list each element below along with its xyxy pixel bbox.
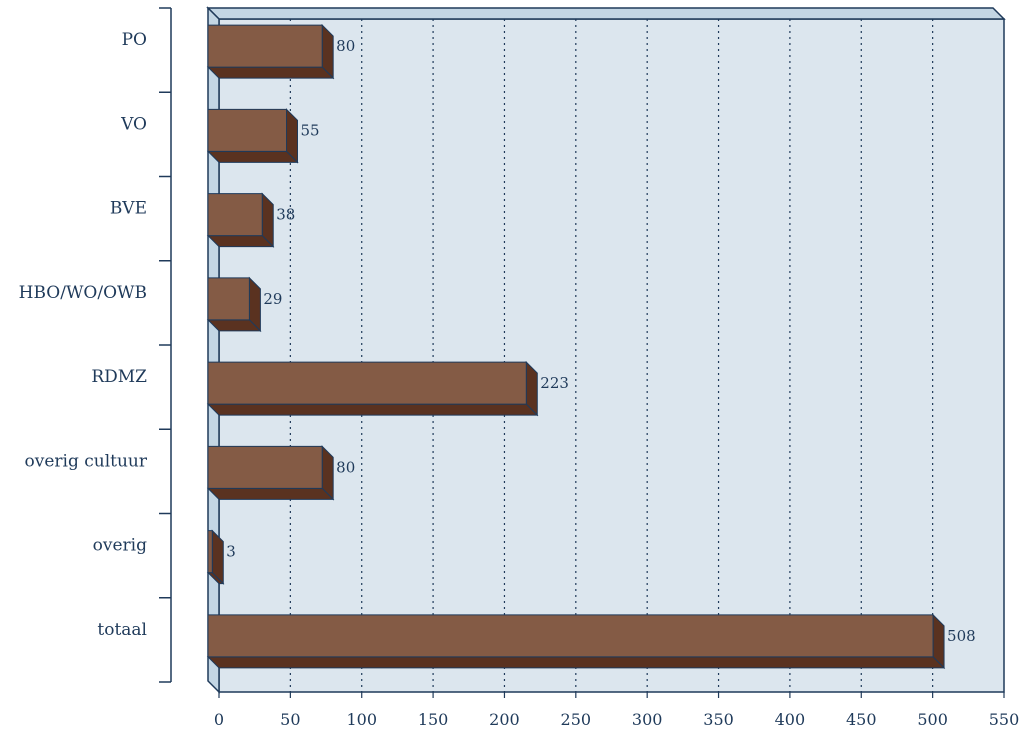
data-label: 3 (226, 543, 236, 561)
bar-bottom (206, 403, 539, 416)
x-tick-label: 300 (632, 710, 663, 729)
data-label: 55 (301, 121, 320, 139)
x-tick-label: 350 (703, 710, 734, 729)
category-label: overig (93, 536, 147, 556)
category-label: overig cultuur (24, 451, 147, 471)
bar (207, 193, 263, 237)
gridlines (289, 19, 934, 692)
x-tick-label: 400 (775, 710, 806, 729)
x-tick-label: 100 (346, 710, 377, 729)
data-label: 508 (947, 627, 976, 645)
bar (207, 108, 287, 152)
plot-background (206, 6, 1006, 694)
bar (207, 24, 323, 68)
bar (207, 614, 934, 658)
bar (207, 530, 213, 574)
x-tick-label: 0 (214, 710, 224, 729)
category-label: HBO/WO/OWB (19, 283, 147, 303)
bars (206, 23, 946, 670)
x-tick-label: 250 (561, 710, 592, 729)
data-label: 80 (336, 37, 355, 55)
bar-bottom (206, 235, 275, 248)
x-tick-label: 50 (280, 710, 300, 729)
labels: 0 50 100 150 200 250 300 350 400 450 500 550 80 PO 55 V… (19, 30, 1020, 729)
category-label: PO (122, 30, 147, 50)
category-label: totaal (97, 620, 147, 640)
category-label: RDMZ (91, 367, 147, 387)
data-label: 223 (540, 374, 569, 392)
x-tick-label: 200 (489, 710, 520, 729)
bar-bottom (206, 66, 335, 79)
bar-bottom (206, 487, 335, 500)
data-label: 38 (276, 206, 295, 224)
bar-bottom (206, 150, 299, 163)
category-label: VO (120, 114, 147, 134)
bar-bottom (206, 656, 946, 669)
x-tick-label: 450 (846, 710, 877, 729)
bar (207, 361, 527, 405)
bar (207, 277, 250, 321)
top-floor (206, 7, 1006, 20)
plot-area (218, 18, 1005, 693)
axes (159, 7, 1005, 698)
data-label: 80 (336, 458, 355, 476)
category-label: BVE (110, 199, 147, 219)
x-tick-label: 500 (917, 710, 948, 729)
x-tick-label: 150 (418, 710, 449, 729)
x-tick-label: 550 (989, 710, 1020, 729)
data-label: 29 (263, 290, 282, 308)
bar (207, 445, 323, 489)
